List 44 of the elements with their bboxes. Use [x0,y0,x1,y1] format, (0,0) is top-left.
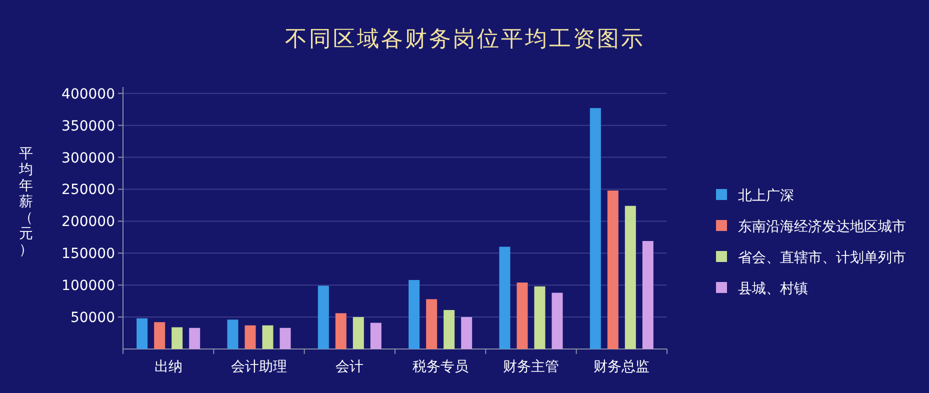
bar [624,206,636,349]
y-tick-label: 300000 [62,150,115,166]
bar [590,108,601,349]
y-tick-label: 250000 [62,182,115,198]
bar [642,241,654,349]
x-tick-label: 财务主管 [503,359,559,375]
y-tick-label: 350000 [62,118,115,134]
x-tick-label: 税务专员 [412,359,468,375]
x-tick-label: 会计 [336,359,364,375]
bar [154,322,166,349]
legend-label: 北上广深 [738,188,794,204]
bar [426,299,438,349]
chart-title: 不同区域各财务岗位平均工资图示 [285,27,645,52]
bar [172,327,183,349]
y-tick-label: 400000 [62,86,115,102]
y-tick-label: 200000 [62,214,115,230]
bar [280,328,291,349]
bar [352,317,364,349]
bar [499,246,510,349]
bar [607,190,618,349]
bar [244,325,256,349]
bar [408,280,420,349]
bar [516,282,528,349]
x-tick-label: 出纳 [154,359,182,375]
x-tick-label: 财务总监 [594,359,650,375]
bar [370,322,382,349]
legend-label: 东南沿海经济发达地区城市 [738,219,906,235]
bar [534,286,546,349]
bar [552,292,563,349]
bar [444,310,455,349]
bar [189,328,200,349]
bar [335,313,346,349]
x-tick-label: 会计助理 [231,359,287,375]
bar [318,286,329,349]
bar [227,320,238,349]
legend-label: 县城、村镇 [738,281,808,297]
legend-label: 省会、直辖市、计划单列市 [738,250,906,266]
y-tick-label: 50000 [70,310,115,326]
bar [136,318,148,349]
y-tick-label: 100000 [62,278,115,294]
y-axis-title: 平均年薪（元） [18,146,33,258]
bar [262,325,274,349]
y-tick-label: 150000 [62,246,115,262]
bar [461,317,472,349]
